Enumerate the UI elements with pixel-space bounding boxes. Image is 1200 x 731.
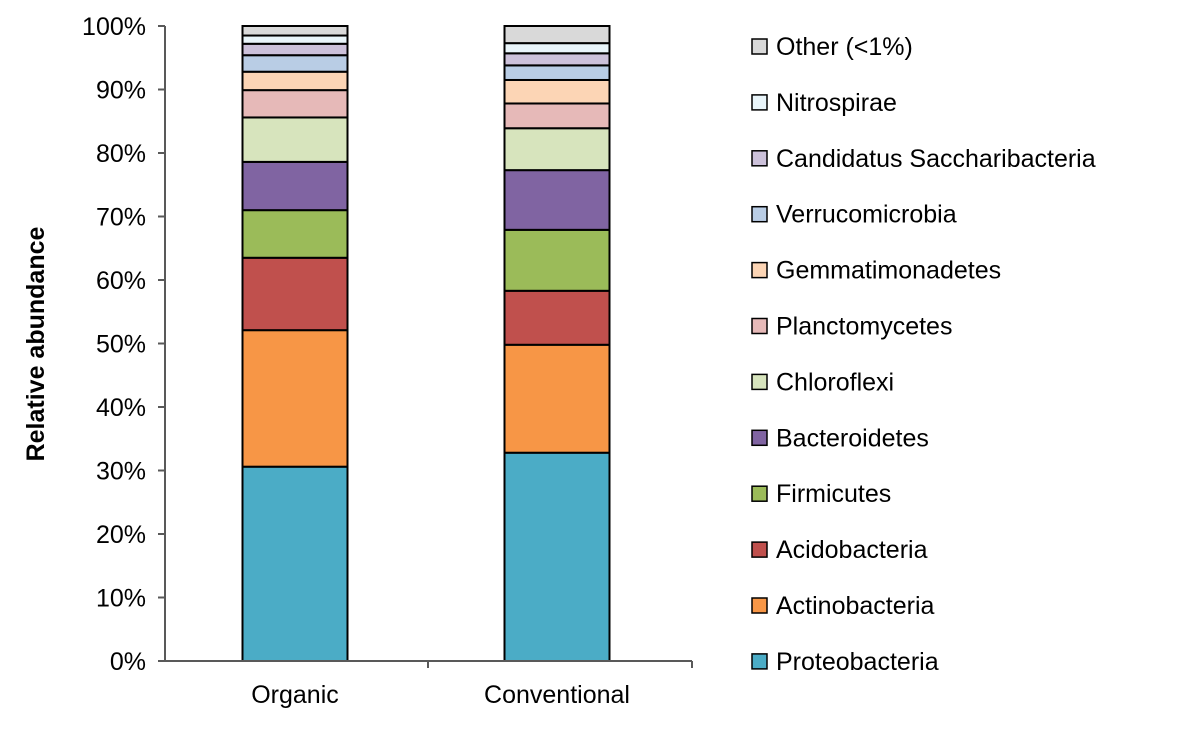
bar-segment-nitrospirae xyxy=(503,42,611,55)
legend-item: Gemmatimonadetes xyxy=(751,257,1001,285)
bar-segment-gemmatimonadetes xyxy=(241,70,349,92)
legend-label: Verrucomicrobia xyxy=(776,201,957,229)
legend-label: Proteobacteria xyxy=(776,648,939,676)
y-tick-label: 20% xyxy=(96,521,146,549)
legend-item: Verrucomicrobia xyxy=(751,201,957,229)
bar-segment-actinobacteria xyxy=(503,343,611,454)
bar-segment-other-1 xyxy=(241,25,349,37)
legend-label: Acidobacteria xyxy=(776,536,928,564)
y-tick-label: 70% xyxy=(96,204,146,232)
bar-segment-actinobacteria xyxy=(241,329,349,468)
bar-segment-acidobacteria xyxy=(241,256,349,332)
legend-item: Actinobacteria xyxy=(751,592,935,620)
legend-swatch xyxy=(751,38,768,55)
legend-swatch xyxy=(751,261,768,279)
legend-label: Other (<1%) xyxy=(776,33,913,61)
bar-segment-chloroflexi xyxy=(241,116,349,163)
legend-swatch xyxy=(751,150,768,167)
y-tick-label: 40% xyxy=(96,394,146,422)
legend-label: Actinobacteria xyxy=(776,592,935,620)
legend-swatch xyxy=(751,653,768,670)
legend-item: Other (<1%) xyxy=(751,33,913,61)
bar-segment-verrucomicrobia xyxy=(241,54,349,73)
bar-segment-candidatus-saccharibacteria xyxy=(241,42,349,57)
legend-label: Planctomycetes xyxy=(776,313,952,341)
y-tick-label: 80% xyxy=(96,140,146,168)
bar-segment-chloroflexi xyxy=(503,127,611,172)
legend-swatch xyxy=(751,317,768,335)
legend-swatch xyxy=(751,205,768,223)
bar-segment-planctomycetes xyxy=(241,89,349,119)
y-tick-label: 50% xyxy=(96,331,146,359)
y-tick-label: 90% xyxy=(96,77,146,105)
legend-swatch xyxy=(751,94,768,111)
legend-swatch xyxy=(751,541,768,558)
legend-swatch xyxy=(751,485,768,502)
legend-label: Bacteroidetes xyxy=(776,424,929,452)
bar-segment-firmicutes xyxy=(503,228,611,292)
legend-item: Chloroflexi xyxy=(751,368,894,396)
y-tick-label: 100% xyxy=(82,13,146,41)
bar-segment-other-1 xyxy=(503,25,611,45)
legend-label: Chloroflexi xyxy=(776,368,894,396)
y-tick-label: 0% xyxy=(110,648,146,676)
bar-segment-proteobacteria xyxy=(503,451,611,662)
legend-swatch xyxy=(751,429,768,447)
legend-swatch xyxy=(751,373,768,391)
bar-segment-bacteroidetes xyxy=(241,160,349,212)
y-tick-label: 60% xyxy=(96,267,146,295)
legend-label: Gemmatimonadetes xyxy=(776,257,1001,285)
legend-item: Bacteroidetes xyxy=(751,424,929,452)
legend-label: Candidatus Saccharibacteria xyxy=(776,145,1096,173)
bar-segment-firmicutes xyxy=(241,209,349,259)
y-tick-label: 10% xyxy=(96,585,146,613)
bar-segment-gemmatimonadetes xyxy=(503,78,611,105)
bar-segment-nitrospirae xyxy=(241,34,349,45)
legend-item: Firmicutes xyxy=(751,480,891,508)
legend-item: Nitrospirae xyxy=(751,89,897,117)
bar-segment-proteobacteria xyxy=(241,465,349,662)
y-tick-label: 30% xyxy=(96,458,146,486)
x-category-label: Organic xyxy=(251,681,339,709)
bar-segment-bacteroidetes xyxy=(503,169,611,231)
legend-item: Acidobacteria xyxy=(751,536,928,564)
x-category-label: Conventional xyxy=(484,681,630,709)
legend-item: Proteobacteria xyxy=(751,648,939,676)
legend-label: Firmicutes xyxy=(776,480,891,508)
bar-segment-candidatus-saccharibacteria xyxy=(503,52,611,67)
legend-item: Planctomycetes xyxy=(751,313,952,341)
legend-item: Candidatus Saccharibacteria xyxy=(751,145,1096,173)
y-axis-title: Relative abundance xyxy=(22,227,50,462)
legend-label: Nitrospirae xyxy=(776,89,897,117)
bar-segment-planctomycetes xyxy=(503,102,611,130)
bar-segment-acidobacteria xyxy=(503,289,611,346)
bar-segment-verrucomicrobia xyxy=(503,64,611,81)
legend-swatch xyxy=(751,597,768,614)
